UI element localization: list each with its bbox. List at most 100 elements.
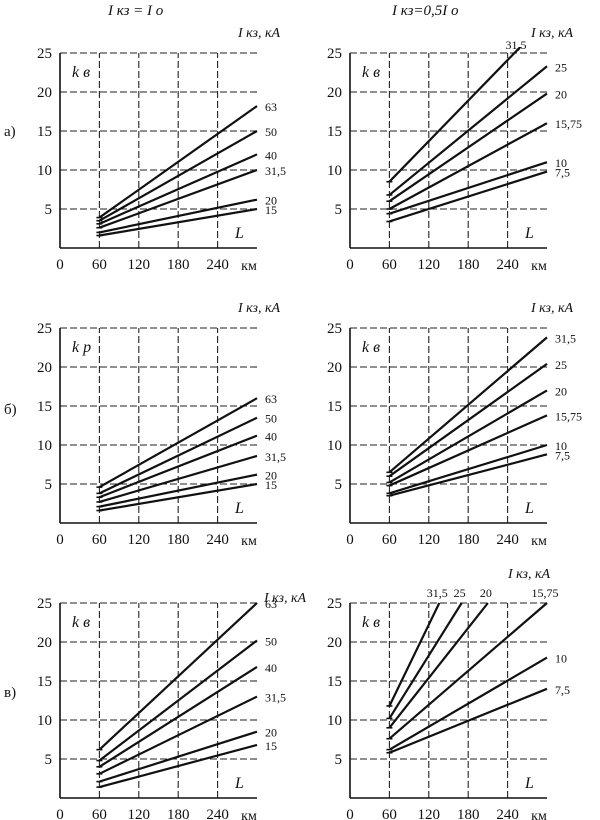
y-tick-label: 20 bbox=[327, 85, 342, 101]
series-line-7,5 bbox=[389, 170, 548, 223]
x-unit-label: км bbox=[531, 534, 547, 549]
y-axis-label: k в bbox=[72, 64, 90, 81]
y-tick-label: 20 bbox=[37, 635, 52, 651]
legend-title: I кз, кА bbox=[237, 301, 281, 316]
series-line-40 bbox=[98, 153, 258, 225]
y-tick-label: 10 bbox=[37, 163, 52, 179]
series-group bbox=[98, 105, 258, 237]
series-label: 7,5 bbox=[555, 683, 570, 697]
y-tick-label: 20 bbox=[327, 635, 342, 651]
x-axis-label: L bbox=[234, 225, 244, 242]
x-tick-label: 120 bbox=[418, 807, 441, 820]
x-tick-label: 120 bbox=[128, 257, 151, 273]
x-tick-label: 180 bbox=[167, 257, 190, 273]
series-label: 15 bbox=[265, 478, 277, 492]
x-unit-label: км bbox=[241, 259, 257, 274]
series-line-15,75 bbox=[388, 602, 548, 740]
x-tick-label: 180 bbox=[457, 807, 480, 820]
x-tick-label: 240 bbox=[206, 257, 229, 273]
y-axis-label: k в bbox=[72, 614, 90, 631]
series-line-63 bbox=[98, 105, 258, 219]
series-line-25 bbox=[388, 602, 463, 720]
x-axis-label: L bbox=[524, 775, 534, 792]
series-label: 50 bbox=[265, 125, 277, 139]
legend-title: I кз, кА bbox=[507, 567, 551, 582]
series-label: 25 bbox=[454, 586, 466, 600]
x-axis-label: L bbox=[524, 225, 534, 242]
series-label: 15,75 bbox=[555, 409, 582, 423]
x-axis-label: L bbox=[524, 500, 534, 517]
series-label: 31,5 bbox=[265, 691, 286, 705]
series-line-7,5 bbox=[388, 687, 548, 754]
y-tick-label: 20 bbox=[37, 360, 52, 376]
x-tick-label: 60 bbox=[382, 532, 397, 548]
series-label: 20 bbox=[555, 384, 567, 398]
series-line-50 bbox=[98, 416, 258, 495]
y-tick-label: 25 bbox=[327, 46, 342, 62]
series-group bbox=[388, 336, 548, 497]
legend-title: I кз, кА bbox=[530, 26, 574, 41]
series-label: 31,5 bbox=[555, 331, 576, 345]
x-tick-label: 0 bbox=[56, 807, 64, 820]
y-tick-label: 15 bbox=[327, 399, 342, 415]
series-line-10 bbox=[389, 161, 548, 215]
y-axis-label: k в bbox=[362, 614, 380, 631]
y-tick-label: 10 bbox=[327, 438, 342, 454]
series-line-15 bbox=[99, 207, 258, 237]
series-label: 31,5 bbox=[506, 38, 527, 52]
y-axis-label: k в bbox=[362, 64, 380, 81]
series-label: 10 bbox=[555, 156, 567, 170]
series-label: 50 bbox=[265, 412, 277, 426]
series-line-10 bbox=[389, 443, 548, 495]
x-unit-label: км bbox=[241, 534, 257, 549]
x-tick-label: 120 bbox=[418, 257, 441, 273]
series-line-31,5 bbox=[99, 168, 258, 229]
row-label-b: б) bbox=[4, 402, 17, 418]
series-line-15 bbox=[99, 743, 258, 789]
x-tick-label: 120 bbox=[128, 532, 151, 548]
series-label: 63 bbox=[265, 392, 277, 406]
x-tick-label: 0 bbox=[346, 807, 354, 820]
x-tick-label: 0 bbox=[56, 532, 64, 548]
chart-panel-6: 5 10 15 20 25 0 60 120 180 240 км k в L I кз, кА 31,5 2… bbox=[327, 567, 570, 820]
y-tick-label: 25 bbox=[37, 321, 52, 337]
series-line-31,5 bbox=[388, 336, 548, 474]
series-label: 15,75 bbox=[555, 117, 582, 131]
y-tick-label: 5 bbox=[335, 477, 343, 493]
series-line-50 bbox=[98, 639, 258, 762]
series-label: 63 bbox=[265, 100, 277, 114]
y-tick-label: 5 bbox=[45, 202, 53, 218]
x-tick-label: 180 bbox=[167, 807, 190, 820]
series-label: 40 bbox=[265, 661, 277, 675]
x-tick-label: 0 bbox=[56, 257, 64, 273]
series-line-15 bbox=[99, 482, 258, 512]
series-label: 15 bbox=[265, 739, 277, 753]
series-line-15,75 bbox=[388, 414, 548, 487]
series-line-20 bbox=[388, 389, 548, 484]
series-line-20 bbox=[99, 473, 258, 508]
series-label: 10 bbox=[555, 652, 567, 666]
x-tick-label: 180 bbox=[457, 257, 480, 273]
series-line-63 bbox=[98, 602, 258, 751]
series-label: 15,75 bbox=[532, 586, 559, 600]
x-tick-label: 0 bbox=[346, 532, 354, 548]
y-axis-label: k р bbox=[72, 339, 91, 356]
series-label: 20 bbox=[480, 586, 492, 600]
x-tick-label: 0 bbox=[346, 257, 354, 273]
x-unit-label: км bbox=[531, 259, 547, 274]
y-tick-label: 20 bbox=[327, 360, 342, 376]
legend-title: I кз, кА bbox=[530, 301, 574, 316]
x-tick-label: 180 bbox=[167, 532, 190, 548]
y-tick-label: 5 bbox=[45, 477, 53, 493]
series-label: 25 bbox=[555, 60, 567, 74]
series-label: 20 bbox=[265, 726, 277, 740]
series-line-63 bbox=[98, 397, 258, 489]
y-tick-label: 15 bbox=[37, 674, 52, 690]
y-axis-label: k в bbox=[362, 339, 380, 356]
series-group bbox=[98, 602, 258, 789]
series-line-10 bbox=[388, 656, 548, 751]
series-line-25 bbox=[388, 362, 548, 478]
x-axis-label: L bbox=[234, 775, 244, 792]
